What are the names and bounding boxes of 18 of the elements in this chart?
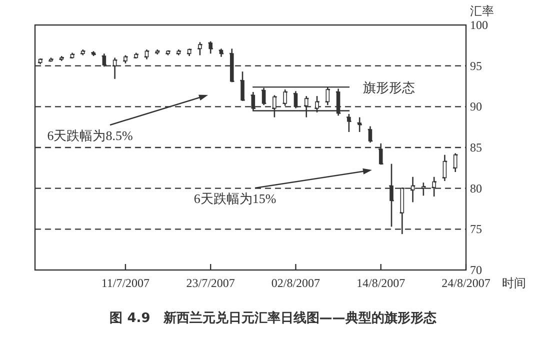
y-tick-label: 70 (470, 263, 482, 277)
legend-label: 旗形形态 (362, 80, 415, 96)
y-tick-label: 80 (470, 181, 482, 196)
x-tick-label: 14/8/2007 (356, 276, 406, 290)
y-tick-label: 90 (470, 100, 482, 114)
y-tick-label: 85 (470, 140, 482, 154)
x-tick-label: 24/8/2007 (442, 276, 490, 290)
y-tick-label: 95 (470, 58, 482, 73)
annotation: 6天跌幅为8.5% (47, 128, 133, 143)
x-axis-title: 时间 (502, 276, 526, 290)
x-tick-label: 23/7/2007 (186, 276, 235, 290)
x-tick-label: 02/8/2007 (271, 276, 320, 290)
y-tick-label: 75 (470, 222, 482, 236)
annotation: 6天跌幅为15% (194, 191, 276, 206)
x-tick-label: 11/7/2007 (101, 276, 150, 290)
y-axis-title: 汇率 (470, 4, 494, 18)
y-tick-label: 100 (470, 18, 488, 32)
text: 图 4.9 新西兰元兑日元汇率日线图——典型的旗形形态 (110, 310, 438, 326)
